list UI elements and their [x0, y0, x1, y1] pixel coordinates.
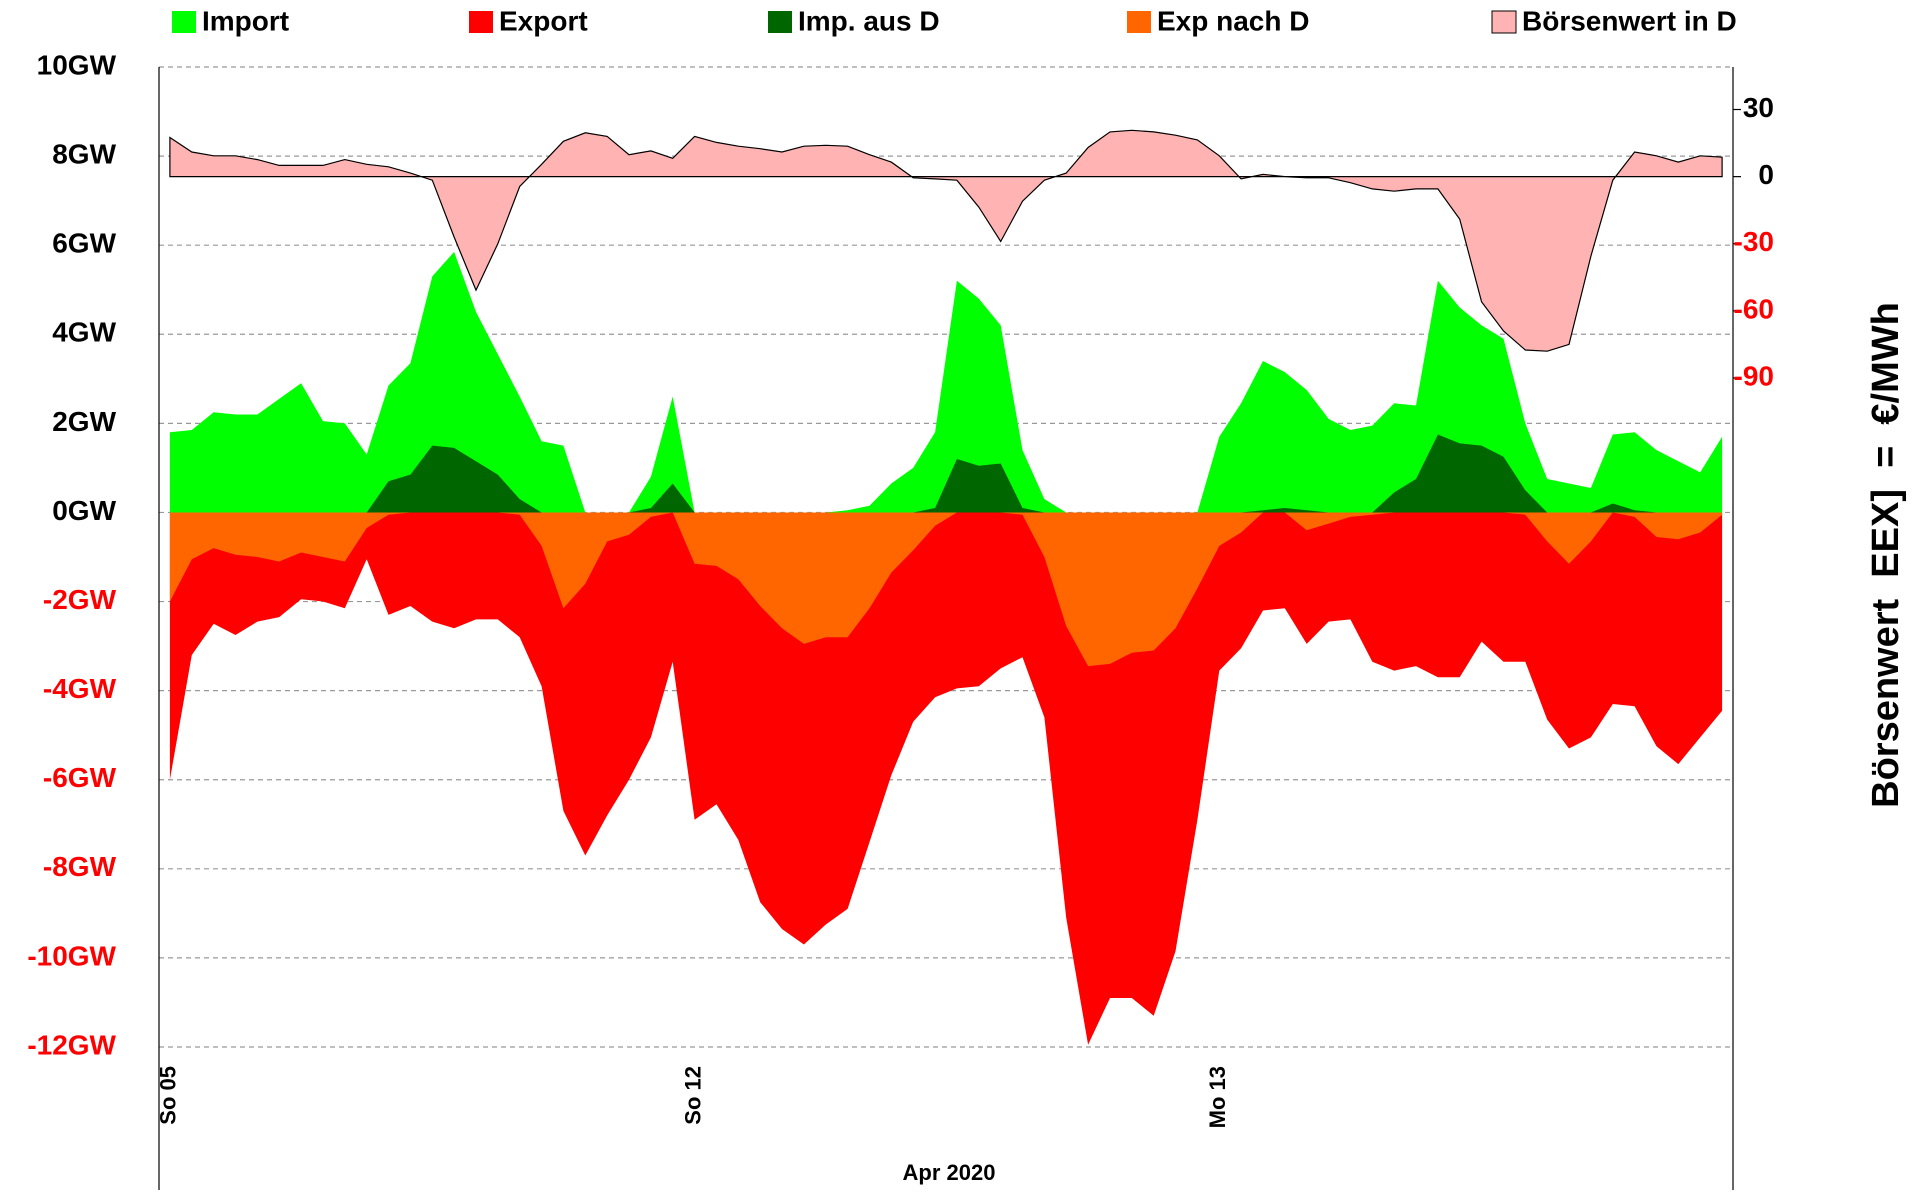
area-series	[169, 512, 1723, 667]
y-tick-label: 4GW	[52, 317, 116, 348]
x-tick-label: So 05	[156, 1066, 181, 1125]
y2-tick-label: -30	[1734, 226, 1774, 257]
y-tick-label: -8GW	[43, 851, 117, 882]
y-tick-label: 2GW	[52, 406, 116, 437]
area-series	[169, 251, 1723, 513]
x-tick-label: Mo 13	[1205, 1066, 1230, 1128]
y-tick-label: 0GW	[52, 495, 116, 526]
legend-label: Import	[202, 5, 289, 36]
legend-swatch	[768, 11, 792, 33]
x-tick-label: So 12	[680, 1066, 705, 1125]
y-tick-label: -2GW	[43, 584, 117, 615]
legend-swatch	[1491, 10, 1517, 34]
legend-label: Exp nach D	[1157, 5, 1309, 36]
y-tick-label: -10GW	[27, 940, 116, 971]
y2-axis-label: Börsenwert EEX] = €/MWh	[1865, 302, 1907, 808]
legend-swatch	[469, 11, 493, 33]
y2-tick-label: 30	[1743, 92, 1774, 123]
legend-label: Export	[499, 5, 588, 36]
y2-tick-label: -60	[1734, 293, 1774, 324]
y2-tick-label: 0	[1758, 159, 1774, 190]
legend-label: Börsenwert in D	[1522, 5, 1737, 36]
x-axis-label: Apr 2020	[903, 1160, 996, 1185]
legend-label: Imp. aus D	[798, 5, 940, 36]
y-tick-label: 6GW	[52, 228, 116, 259]
area-series	[169, 434, 1723, 513]
y-tick-label: -6GW	[43, 762, 117, 793]
y-tick-label: 10GW	[37, 49, 117, 80]
area-series	[169, 512, 1723, 1045]
y2-tick-label: -90	[1734, 360, 1774, 391]
legend-swatch	[172, 11, 196, 33]
legend-swatch	[1127, 11, 1151, 33]
y-tick-label: -4GW	[43, 673, 117, 704]
y-tick-label: 8GW	[52, 138, 116, 169]
y-tick-label: -12GW	[27, 1029, 116, 1060]
area-series	[169, 129, 1723, 352]
